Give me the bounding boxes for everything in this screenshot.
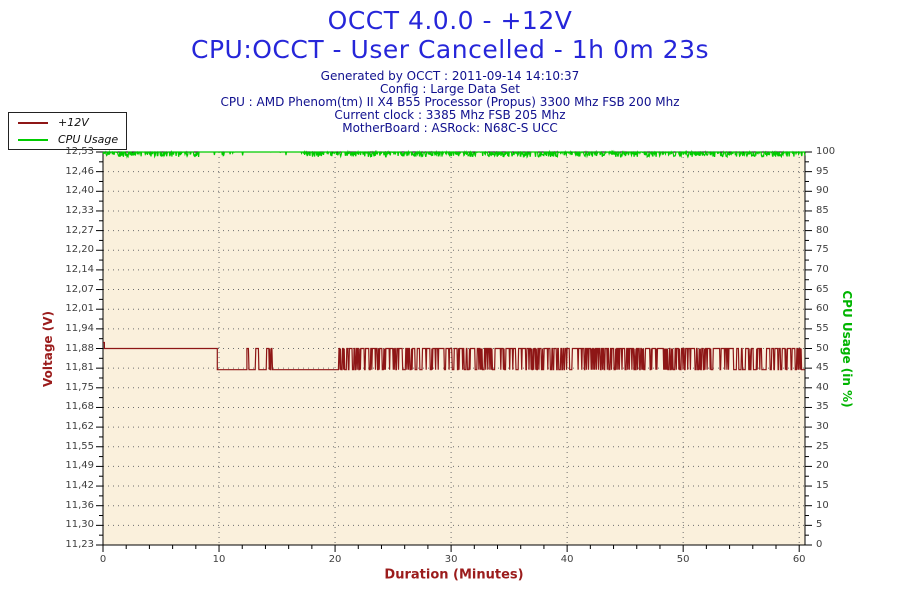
- report-title: OCCT 4.0.0 - +12V: [327, 6, 573, 35]
- x-tick-label: 50: [676, 554, 690, 565]
- y-right-tick-label: 70: [816, 263, 829, 275]
- legend-label-cpu-usage: CPU Usage: [58, 133, 119, 146]
- y-left-tick-label: 11,30: [65, 519, 94, 531]
- legend-line-sample-cpu-usage: [18, 138, 48, 141]
- y-right-tick-label: 45: [816, 362, 829, 374]
- y-left-tick-label: 11,62: [65, 421, 94, 433]
- y-right-tick-label: 35: [816, 401, 829, 413]
- y-left-tick-label: 12,53: [65, 146, 94, 157]
- y-right-tick-label: 10: [816, 499, 829, 511]
- y-left-tick-label: 12,07: [65, 283, 94, 295]
- y-left-tick-label: 11,88: [65, 342, 94, 354]
- info-line-generated: Generated by OCCT : 2011-09-14 14:10:37: [320, 69, 580, 83]
- y-right-tick-label: 100: [816, 146, 836, 157]
- y-right-tick-label: 65: [816, 283, 829, 295]
- info-line-clock: Current clock : 3385 Mhz FSB 205 Mhz: [334, 108, 566, 122]
- y-left-axis-title: Voltage (V): [41, 311, 55, 387]
- info-line-cpu: CPU : AMD Phenom(tm) II X4 B55 Processor…: [220, 95, 680, 109]
- chart-legend: +12V CPU Usage: [8, 112, 127, 150]
- legend-label-12v: +12V: [58, 116, 89, 129]
- x-tick-label: 0: [99, 554, 107, 565]
- y-right-tick-label: 60: [816, 303, 829, 315]
- y-right-tick-label: 50: [816, 342, 829, 354]
- x-tick-label: 60: [792, 554, 806, 565]
- legend-item-12v: +12V: [9, 115, 126, 130]
- y-left-tick-label: 11,55: [65, 440, 94, 452]
- y-right-tick-label: 20: [816, 460, 829, 472]
- x-tick-label: 10: [212, 554, 226, 565]
- y-right-tick-label: 85: [816, 204, 829, 216]
- y-right-axis-title: CPU Usage (in %): [840, 290, 854, 408]
- y-right-tick-label: 80: [816, 224, 829, 236]
- y-left-tick-label: 11,75: [65, 381, 94, 393]
- legend-item-cpu-usage: CPU Usage: [9, 132, 126, 147]
- y-left-tick-label: 11,36: [65, 499, 94, 511]
- x-tick-label: 20: [328, 554, 342, 565]
- y-left-tick-label: 12,20: [65, 244, 94, 256]
- y-right-tick-label: 25: [816, 440, 829, 452]
- y-right-tick-label: 90: [816, 185, 829, 197]
- y-left-tick-label: 11,23: [65, 539, 94, 550]
- x-tick-label: 40: [560, 554, 574, 565]
- y-left-tick-label: 11,68: [65, 401, 94, 413]
- y-left-tick-label: 11,49: [65, 460, 94, 472]
- y-right-tick-label: 40: [816, 381, 829, 393]
- y-left-tick-label: 12,27: [65, 224, 94, 236]
- info-line-config: Config : Large Data Set: [380, 82, 520, 96]
- x-axis-title: Duration (Minutes): [384, 567, 524, 583]
- y-left-tick-label: 12,46: [65, 165, 94, 177]
- y-left-tick-label: 12,14: [65, 263, 94, 275]
- y-left-tick-label: 11,94: [65, 322, 94, 334]
- y-right-tick-label: 95: [816, 165, 829, 177]
- legend-line-sample-12v: [18, 121, 48, 124]
- report-info-block: Generated by OCCT : 2011-09-14 14:10:37 …: [0, 70, 900, 135]
- y-right-tick-label: 55: [816, 322, 829, 334]
- x-tick-label: 30: [444, 554, 458, 565]
- report-subtitle: CPU:OCCT - User Cancelled - 1h 0m 23s: [191, 35, 709, 64]
- y-left-tick-label: 12,01: [65, 303, 94, 315]
- y-right-tick-label: 75: [816, 244, 829, 256]
- y-right-tick-label: 15: [816, 480, 829, 492]
- y-right-tick-label: 30: [816, 421, 829, 433]
- info-line-motherboard: MotherBoard : ASRock: N68C-S UCC: [342, 121, 558, 135]
- y-left-tick-label: 11,81: [65, 362, 94, 374]
- y-left-tick-label: 12,40: [65, 185, 94, 197]
- y-left-tick-label: 11,42: [65, 480, 94, 492]
- y-right-tick-label: 0: [816, 539, 823, 550]
- y-left-tick-label: 12,33: [65, 204, 94, 216]
- y-right-tick-label: 5: [816, 519, 823, 531]
